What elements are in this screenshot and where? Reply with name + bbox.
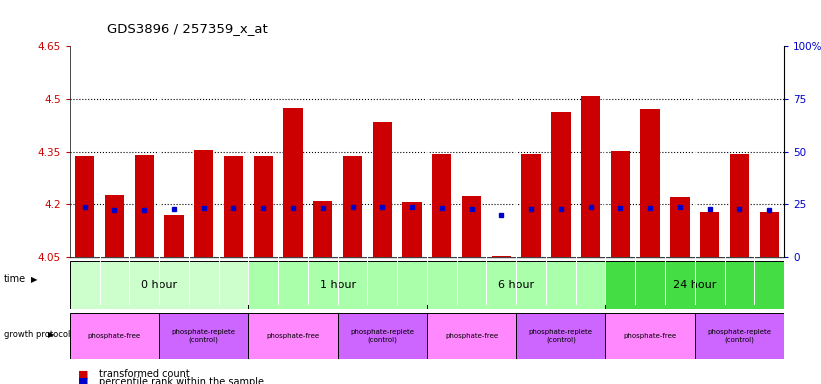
Bar xyxy=(248,313,337,359)
Bar xyxy=(337,313,427,359)
Bar xyxy=(695,313,784,359)
Bar xyxy=(462,196,481,257)
Bar xyxy=(725,257,754,260)
Bar xyxy=(516,313,606,359)
Text: ▶: ▶ xyxy=(31,275,38,284)
Text: phosphate-free: phosphate-free xyxy=(88,333,141,339)
Bar xyxy=(611,151,630,257)
Text: 1 hour: 1 hour xyxy=(319,280,355,290)
Text: growth protocol: growth protocol xyxy=(4,329,71,339)
Bar xyxy=(248,261,427,309)
Bar xyxy=(283,108,303,257)
Bar xyxy=(427,261,606,309)
Text: phosphate-replete
(control): phosphate-replete (control) xyxy=(172,329,236,343)
Bar xyxy=(99,257,130,260)
Text: ■: ■ xyxy=(78,377,89,384)
Bar xyxy=(427,257,456,260)
Bar xyxy=(70,257,99,260)
Bar xyxy=(427,313,516,359)
Bar xyxy=(402,202,422,257)
Text: time: time xyxy=(4,274,26,285)
Bar xyxy=(635,257,665,260)
Bar xyxy=(487,257,516,260)
Text: phosphate-replete
(control): phosphate-replete (control) xyxy=(529,329,593,343)
Bar xyxy=(70,313,159,359)
Bar xyxy=(521,154,541,257)
Bar xyxy=(70,261,248,309)
Bar xyxy=(640,109,660,257)
Bar xyxy=(754,257,784,260)
Bar xyxy=(194,150,213,257)
Bar xyxy=(670,197,690,257)
Text: phosphate-free: phosphate-free xyxy=(445,333,498,339)
Bar xyxy=(308,257,337,260)
Bar xyxy=(105,195,124,257)
Bar xyxy=(343,156,362,257)
Bar xyxy=(373,122,392,257)
Bar xyxy=(516,257,546,260)
Bar xyxy=(135,155,154,257)
Text: 0 hour: 0 hour xyxy=(141,280,177,290)
Bar xyxy=(492,255,511,257)
Bar xyxy=(368,257,397,260)
Text: ▶: ▶ xyxy=(48,329,54,339)
Text: phosphate-free: phosphate-free xyxy=(267,333,319,339)
Bar xyxy=(249,257,278,260)
Bar xyxy=(164,215,184,257)
Bar xyxy=(759,212,779,257)
Bar xyxy=(546,257,576,260)
Bar xyxy=(606,313,695,359)
Bar xyxy=(130,257,159,260)
Bar xyxy=(189,257,218,260)
Bar xyxy=(337,257,368,260)
Bar xyxy=(581,96,600,257)
Text: phosphate-replete
(control): phosphate-replete (control) xyxy=(351,329,415,343)
Bar xyxy=(397,257,427,260)
Bar xyxy=(665,257,695,260)
Bar xyxy=(576,257,606,260)
Bar xyxy=(75,156,94,257)
Bar xyxy=(432,154,452,257)
Bar xyxy=(551,112,571,257)
Bar xyxy=(218,257,249,260)
Text: transformed count: transformed count xyxy=(99,369,190,379)
Bar xyxy=(700,212,719,257)
Bar xyxy=(159,257,189,260)
Bar xyxy=(224,156,243,257)
Bar xyxy=(606,261,784,309)
Text: ■: ■ xyxy=(78,369,89,379)
Bar xyxy=(313,201,333,257)
Bar xyxy=(456,257,487,260)
Text: phosphate-replete
(control): phosphate-replete (control) xyxy=(708,329,772,343)
Bar xyxy=(606,257,635,260)
Text: percentile rank within the sample: percentile rank within the sample xyxy=(99,377,264,384)
Text: 24 hour: 24 hour xyxy=(673,280,717,290)
Text: phosphate-free: phosphate-free xyxy=(624,333,677,339)
Text: 6 hour: 6 hour xyxy=(498,280,534,290)
Bar xyxy=(278,257,308,260)
Bar xyxy=(730,154,749,257)
Bar xyxy=(695,257,725,260)
Bar xyxy=(254,156,273,257)
Bar xyxy=(159,313,248,359)
Text: GDS3896 / 257359_x_at: GDS3896 / 257359_x_at xyxy=(107,22,268,35)
